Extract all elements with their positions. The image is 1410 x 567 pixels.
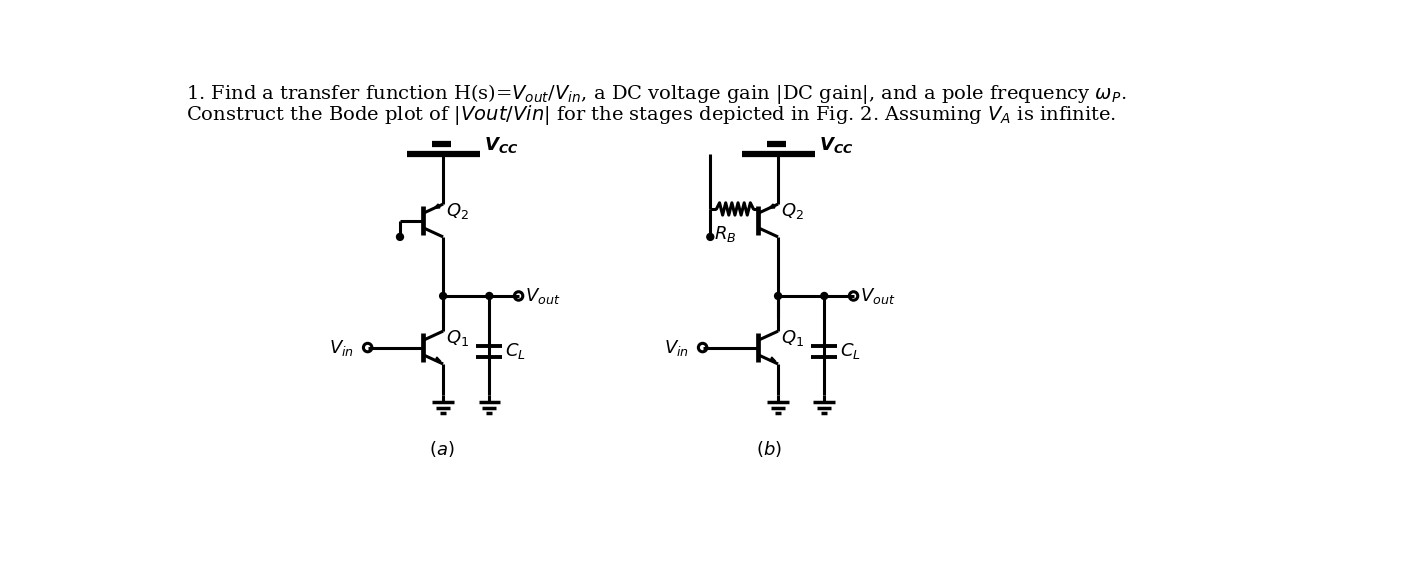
Text: $(a)$: $(a)$: [429, 439, 454, 459]
Text: $Q_1$: $Q_1$: [781, 328, 804, 348]
Text: 1. Find a transfer function H(s)=$\it{V_{out}}$/$\it{V_{in}}$, a DC voltage gain: 1. Find a transfer function H(s)=$\it{V_…: [186, 82, 1127, 106]
Text: $(b)$: $(b)$: [756, 439, 781, 459]
Circle shape: [706, 234, 713, 240]
Text: $Q_2$: $Q_2$: [446, 201, 470, 221]
Polygon shape: [770, 357, 776, 361]
Polygon shape: [768, 204, 776, 208]
Text: $C_L$: $C_L$: [505, 341, 526, 361]
Circle shape: [774, 293, 781, 299]
Text: $R_B$: $R_B$: [713, 225, 736, 244]
Text: $\bfit{V}_{CC}$: $\bfit{V}_{CC}$: [819, 135, 853, 155]
Text: $V_{out}$: $V_{out}$: [860, 286, 895, 306]
Text: $C_L$: $C_L$: [840, 341, 860, 361]
Text: $Q_1$: $Q_1$: [446, 328, 470, 348]
Text: $\bfit{V}_{CC}$: $\bfit{V}_{CC}$: [484, 135, 519, 155]
Circle shape: [440, 293, 447, 299]
Text: $V_{in}$: $V_{in}$: [664, 337, 689, 358]
Circle shape: [821, 293, 828, 299]
Text: $V_{in}$: $V_{in}$: [329, 337, 354, 358]
Circle shape: [486, 293, 492, 299]
Polygon shape: [434, 204, 440, 208]
Text: $V_{out}$: $V_{out}$: [525, 286, 560, 306]
Text: Construct the Bode plot of |$\it{Vout/Vin}$| for the stages depicted in Fig. 2. : Construct the Bode plot of |$\it{Vout/Vi…: [186, 103, 1115, 128]
Polygon shape: [436, 357, 441, 361]
Text: $Q_2$: $Q_2$: [781, 201, 804, 221]
Circle shape: [396, 234, 403, 240]
